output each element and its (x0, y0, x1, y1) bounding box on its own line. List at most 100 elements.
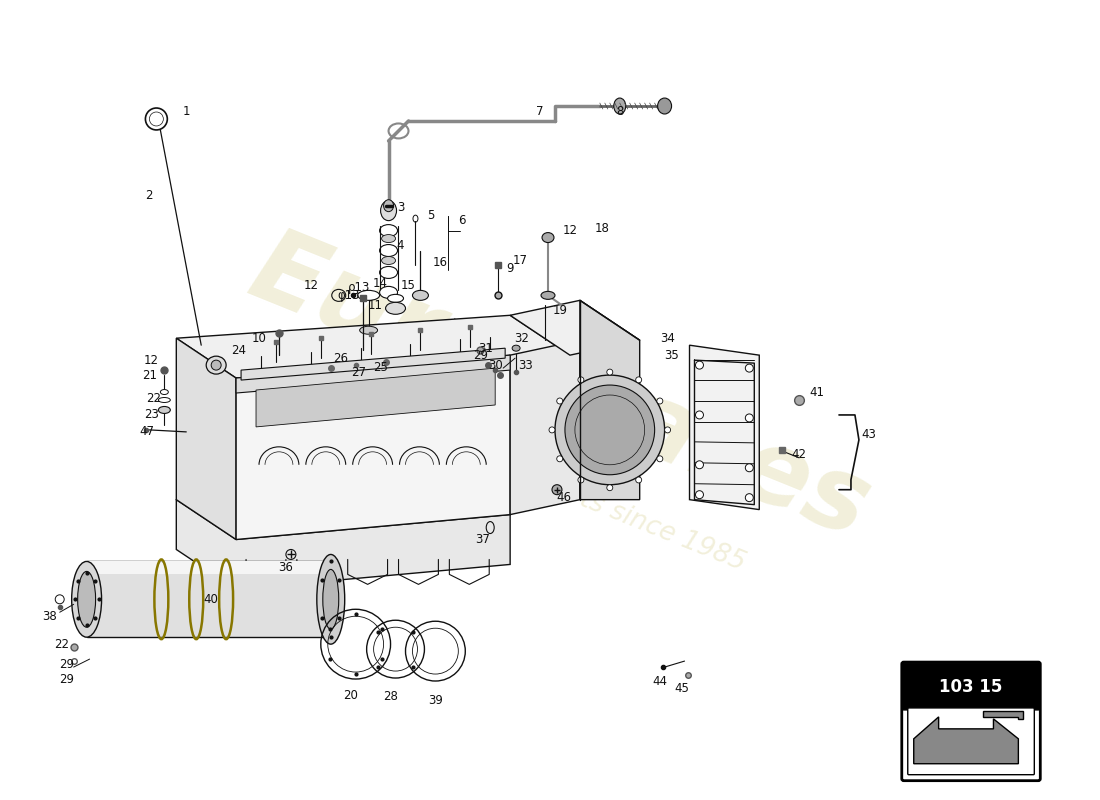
Ellipse shape (695, 490, 704, 498)
Polygon shape (510, 340, 580, 514)
Text: 29: 29 (473, 349, 487, 362)
Text: 24: 24 (232, 344, 246, 357)
Polygon shape (580, 300, 640, 500)
Text: 44: 44 (652, 674, 667, 687)
Ellipse shape (386, 302, 406, 314)
Ellipse shape (379, 225, 397, 237)
Polygon shape (983, 711, 1023, 719)
Ellipse shape (486, 350, 494, 354)
Text: 32: 32 (515, 332, 529, 345)
Ellipse shape (578, 477, 584, 483)
Polygon shape (241, 348, 505, 380)
Text: 47: 47 (139, 426, 154, 438)
Polygon shape (176, 315, 570, 378)
Ellipse shape (384, 200, 394, 212)
Text: 38: 38 (43, 610, 57, 622)
Text: 16: 16 (433, 256, 448, 269)
Text: 21: 21 (142, 369, 157, 382)
Ellipse shape (746, 494, 754, 502)
Text: 8: 8 (616, 105, 624, 118)
Polygon shape (690, 345, 759, 510)
Text: 36: 36 (278, 561, 294, 574)
Text: 34: 34 (660, 332, 675, 345)
Ellipse shape (557, 398, 563, 404)
Ellipse shape (658, 98, 672, 114)
Text: φ13: φ13 (338, 289, 360, 302)
Ellipse shape (636, 377, 641, 383)
Ellipse shape (206, 356, 227, 374)
Ellipse shape (746, 464, 754, 472)
Polygon shape (236, 355, 510, 539)
Ellipse shape (158, 398, 170, 402)
Ellipse shape (607, 369, 613, 375)
Text: 29: 29 (59, 673, 74, 686)
Ellipse shape (72, 562, 101, 637)
Polygon shape (256, 368, 495, 427)
Text: 31: 31 (477, 342, 493, 354)
Text: 103 15: 103 15 (938, 678, 1002, 696)
Ellipse shape (358, 290, 379, 300)
Polygon shape (236, 355, 510, 393)
Text: 26: 26 (333, 352, 349, 365)
Text: 28: 28 (383, 690, 398, 703)
Text: a passion for parts since 1985: a passion for parts since 1985 (371, 403, 749, 576)
Text: 46: 46 (557, 491, 572, 504)
Text: 39: 39 (428, 694, 443, 707)
Text: 2: 2 (144, 190, 152, 202)
Ellipse shape (557, 456, 563, 462)
Text: 18: 18 (594, 222, 609, 235)
Ellipse shape (382, 234, 396, 242)
Text: 35: 35 (664, 349, 679, 362)
Ellipse shape (746, 414, 754, 422)
Text: 45: 45 (674, 682, 689, 695)
Polygon shape (176, 338, 236, 539)
Ellipse shape (158, 406, 170, 414)
Text: 27: 27 (351, 366, 366, 378)
Text: 19: 19 (552, 304, 568, 317)
Text: 12: 12 (562, 224, 578, 237)
Text: 9: 9 (506, 262, 514, 275)
Ellipse shape (746, 364, 754, 372)
Text: 12: 12 (144, 354, 158, 366)
Ellipse shape (379, 286, 397, 298)
Ellipse shape (387, 294, 404, 302)
Text: 12: 12 (304, 279, 318, 292)
Ellipse shape (541, 291, 556, 299)
Polygon shape (87, 562, 331, 574)
Ellipse shape (412, 290, 428, 300)
Ellipse shape (257, 369, 264, 373)
Ellipse shape (360, 326, 377, 334)
Polygon shape (176, 500, 510, 590)
Text: 15: 15 (402, 279, 416, 292)
Text: 29: 29 (59, 658, 74, 670)
Ellipse shape (695, 411, 704, 419)
Text: 22: 22 (146, 391, 161, 405)
Text: 41: 41 (810, 386, 825, 398)
Ellipse shape (607, 485, 613, 490)
Ellipse shape (382, 257, 396, 265)
Ellipse shape (379, 266, 397, 278)
Text: 17: 17 (513, 254, 528, 267)
Text: 3: 3 (397, 201, 404, 214)
Ellipse shape (549, 427, 556, 433)
Text: 33: 33 (518, 358, 532, 372)
Text: 20: 20 (343, 690, 359, 702)
FancyBboxPatch shape (903, 663, 1040, 710)
Polygon shape (510, 300, 640, 355)
Ellipse shape (552, 485, 562, 494)
Ellipse shape (379, 245, 397, 257)
Ellipse shape (407, 357, 414, 361)
Text: 5: 5 (427, 209, 434, 222)
Text: 40: 40 (204, 593, 219, 606)
Text: 23: 23 (144, 409, 158, 422)
Text: 1: 1 (183, 105, 190, 118)
Ellipse shape (322, 570, 339, 630)
Ellipse shape (358, 361, 364, 365)
Ellipse shape (636, 477, 641, 483)
FancyBboxPatch shape (902, 662, 1041, 781)
Text: 43: 43 (861, 428, 877, 442)
Ellipse shape (456, 352, 464, 356)
Text: 11: 11 (368, 299, 383, 312)
Ellipse shape (317, 554, 344, 644)
Ellipse shape (695, 361, 704, 369)
